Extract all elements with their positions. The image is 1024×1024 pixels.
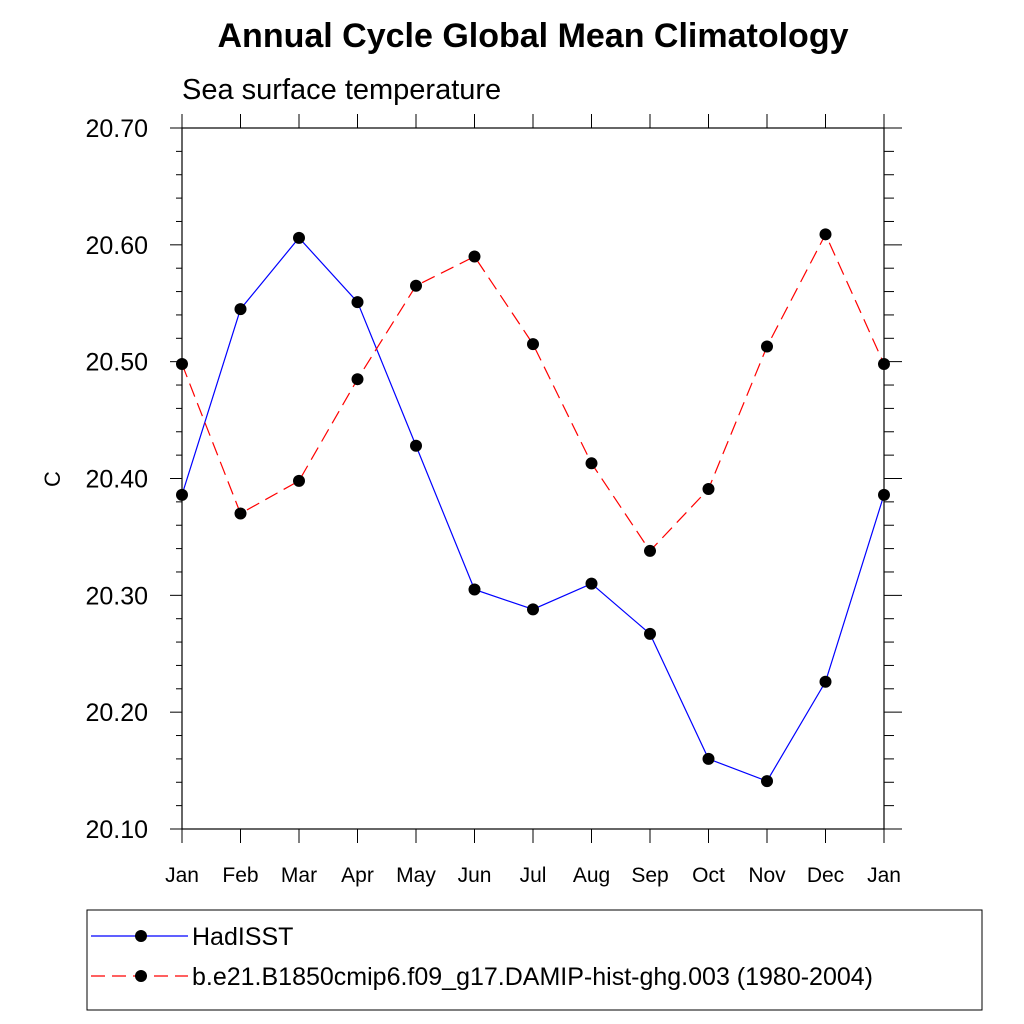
y-tick-label: 20.20 [85,699,148,727]
y-tick-label: 20.70 [85,115,148,143]
series-1-point [410,439,422,452]
series-1-point [293,231,305,244]
x-tick-label: Jul [520,864,547,887]
series-1-point [702,752,715,765]
series-2-point [819,228,832,241]
series-1-point [878,488,890,501]
x-tick-label: Jan [867,864,901,887]
x-tick-label: Nov [748,864,786,887]
axes: 20.10 20.20 20.30 20.40 20.50 20.60 20.70 Jan Fe… [85,114,902,887]
x-tick-label: May [396,864,436,887]
series-2-point [702,483,715,496]
series-2-point [644,544,656,557]
y-axis-label: C [40,471,65,487]
series-2-point [527,338,539,351]
series-line-2 [181,232,885,552]
legend-label-1: HadISST [192,923,293,951]
series-1-point [644,627,656,640]
series-layer [176,228,890,788]
series-1-point [234,303,247,316]
legend: HadISST b.e21.B1850cmip6.f09_g17.DAMIP-hi… [91,923,873,991]
series-1-point [527,603,539,616]
series-2-point [468,250,481,263]
series-2-point [585,457,598,470]
legend-marker-1 [135,930,147,942]
series-1-point [819,675,832,688]
chart-subtitle: Sea surface temperature [182,74,501,106]
plot-area [181,127,885,830]
y-tick-label: 20.40 [85,466,148,494]
series-1-point [176,488,188,501]
legend-label-2: b.e21.B1850cmip6.f09_g17.DAMIP-hist-ghg.… [192,963,873,991]
x-tick-label: Jun [458,864,492,887]
x-tick-label: Feb [222,864,258,887]
x-tick-label: Jan [165,864,199,887]
y-tick-label: 20.30 [85,582,148,610]
y-tick-label: 20.10 [85,816,148,844]
series-1-point [585,577,598,590]
x-tick-label: Oct [692,864,725,887]
series-2-point [234,507,247,520]
x-tick-label: Mar [281,864,317,887]
series-2-point [878,358,890,371]
x-tick-label: Aug [573,864,610,887]
series-1-point [761,775,773,788]
series-1-point [351,296,364,309]
legend-box [86,909,983,1011]
series-2-point [293,474,305,487]
series-1-point [468,583,481,596]
series-2-point [410,279,422,292]
y-tick-label: 20.60 [85,232,148,260]
x-tick-label: Dec [807,864,844,887]
series-line-1 [181,236,885,782]
series-2-point [761,340,773,353]
series-2-point [176,358,188,371]
chart-title: Annual Cycle Global Mean Climatology [218,17,849,55]
y-tick-label: 20.50 [85,349,148,377]
legend-marker-2 [135,970,147,982]
x-tick-label: Apr [341,864,374,887]
x-tick-label: Sep [631,864,668,887]
series-2-point [351,373,364,386]
